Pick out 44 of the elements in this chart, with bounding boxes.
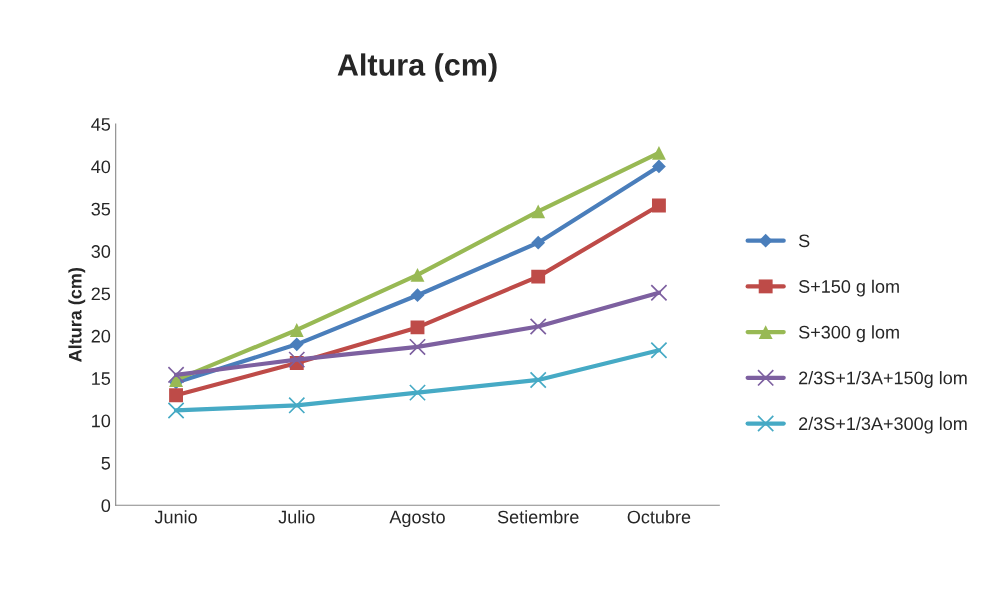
y-tick-label: 5 xyxy=(101,457,111,470)
chart-title: Altura (cm) xyxy=(337,53,497,82)
point xyxy=(410,267,425,282)
y-tick-label: 45 xyxy=(91,118,111,131)
y-axis-title: Altura (cm) xyxy=(68,267,86,362)
x-tick-label: Julio xyxy=(278,510,315,524)
point xyxy=(650,284,668,302)
point xyxy=(531,269,546,284)
y-tick-label: 10 xyxy=(92,414,111,428)
point xyxy=(167,366,185,384)
point xyxy=(410,320,425,335)
legend-label: S+150 g lom xyxy=(798,279,899,297)
y-tick-label: 40 xyxy=(91,160,111,174)
y-tick-label: 35 xyxy=(91,202,111,216)
x-tick-label: Setiembre xyxy=(497,510,579,524)
point xyxy=(167,401,185,419)
point xyxy=(529,318,547,336)
point xyxy=(288,396,306,414)
point xyxy=(651,145,666,160)
point xyxy=(169,388,183,403)
x-tick-label: Octubre xyxy=(627,510,691,524)
y-tick-label: 0 xyxy=(101,499,111,513)
point xyxy=(652,159,666,174)
y-tick-label: 30 xyxy=(91,245,111,258)
legend-label: S xyxy=(798,234,810,248)
x-tick-label: Junio xyxy=(154,510,197,524)
point xyxy=(410,288,425,303)
point xyxy=(651,198,666,213)
legend-label: 2/3S+1/3A+150g lom xyxy=(799,371,967,388)
point xyxy=(409,338,426,356)
point xyxy=(531,235,546,250)
point xyxy=(650,341,668,359)
point xyxy=(529,371,547,389)
point xyxy=(288,351,306,369)
y-tick-label: 25 xyxy=(91,287,111,301)
point xyxy=(409,384,426,402)
x-tick-label: Agosto xyxy=(389,510,445,527)
y-tick-label: 20 xyxy=(91,329,111,343)
legend-label: S+300 g lom xyxy=(798,325,899,343)
point xyxy=(289,337,304,352)
point xyxy=(289,323,304,337)
point xyxy=(531,204,546,219)
y-tick-label: 15 xyxy=(92,372,111,385)
legend-label: 2/3S+1/3A+300g lom xyxy=(799,416,967,434)
